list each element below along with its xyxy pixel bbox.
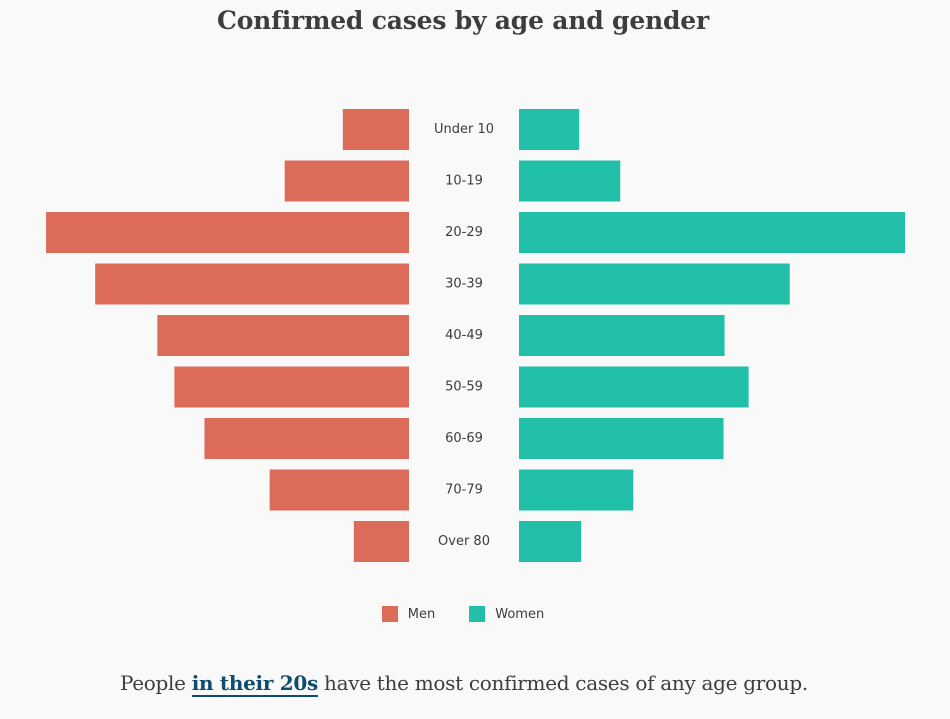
bar-men-60-69[interactable]	[204, 418, 409, 459]
caption-link[interactable]: in their 20s	[191, 671, 318, 697]
bar-women-70-79[interactable]	[519, 469, 634, 511]
bar-men-30-39[interactable]	[95, 263, 409, 305]
butterfly-chart: Under 10 10-19 20-29 30-39 40-49 50-59 60-69 70…	[46, 109, 905, 562]
category-label-over-80: Over 80	[438, 534, 490, 549]
bar-women-40-49[interactable]	[519, 315, 725, 356]
legend-item-women[interactable]: Women	[469, 606, 544, 622]
bar-women-20-29[interactable]	[519, 212, 905, 253]
bar-women-over-80[interactable]	[519, 521, 582, 562]
legend: Men Women	[0, 606, 926, 622]
caption-text-start: People	[120, 671, 192, 695]
caption: People in their 20s have the most confir…	[120, 671, 808, 697]
bar-men-over-80[interactable]	[353, 521, 409, 562]
bar-men-20-29[interactable]	[46, 212, 409, 253]
bar-women-under-10[interactable]	[519, 109, 580, 150]
bar-women-30-39[interactable]	[519, 263, 790, 305]
category-label-60-69: 60-69	[445, 431, 483, 446]
legend-item-men[interactable]: Men	[381, 606, 436, 622]
bar-men-70-79[interactable]	[269, 469, 409, 511]
category-label-40-49: 40-49	[445, 328, 483, 343]
legend-swatch-women	[469, 606, 486, 622]
bar-men-40-49[interactable]	[157, 315, 409, 356]
category-label-10-19: 10-19	[445, 174, 483, 189]
bar-men-under-10[interactable]	[342, 109, 409, 150]
bar-women-50-59[interactable]	[519, 366, 749, 408]
category-label-30-39: 30-39	[445, 277, 483, 292]
bar-men-50-59[interactable]	[174, 366, 409, 408]
category-label-70-79: 70-79	[445, 483, 483, 498]
bar-women-10-19[interactable]	[519, 160, 621, 202]
legend-swatch-men	[381, 606, 398, 622]
chart-title: Confirmed cases by age and gender	[217, 6, 709, 35]
bar-women-60-69[interactable]	[519, 418, 724, 459]
legend-label-men: Men	[407, 606, 436, 622]
category-label-50-59: 50-59	[445, 380, 483, 395]
legend-label-women: Women	[495, 606, 545, 622]
category-label-under-10: Under 10	[434, 122, 494, 137]
bar-men-10-19[interactable]	[284, 160, 409, 202]
caption-text-end: have the most confirmed cases of any age…	[317, 671, 808, 695]
category-label-20-29: 20-29	[445, 225, 483, 240]
